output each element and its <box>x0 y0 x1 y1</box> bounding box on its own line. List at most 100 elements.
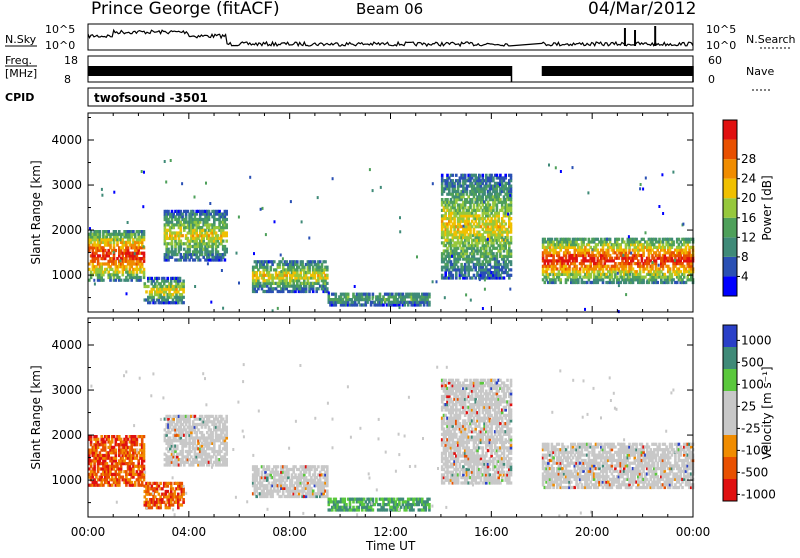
rti-cell <box>555 166 557 169</box>
rti-cell <box>510 222 513 225</box>
rti-cell <box>587 191 589 194</box>
rti-cell <box>560 170 562 173</box>
rti-cell <box>97 438 100 441</box>
y-tick-label: 3000 <box>51 178 82 192</box>
rti-cell <box>205 248 207 251</box>
rti-cell <box>181 182 183 185</box>
date-title: 04/Mar/2012 <box>588 0 696 19</box>
rti-cell <box>510 212 513 215</box>
rti-cell <box>326 274 329 277</box>
rti-cell <box>497 212 500 215</box>
rti-cell <box>181 234 184 237</box>
nsky-panel-frame <box>88 24 693 50</box>
rti-cell <box>494 257 496 260</box>
rti-cell <box>194 285 196 288</box>
rti-cell <box>672 171 674 174</box>
rti-cell <box>652 261 654 264</box>
rti-cell <box>510 260 513 263</box>
rti-cell <box>94 283 96 286</box>
rti-cell <box>265 233 267 236</box>
rti-cell <box>368 293 371 296</box>
rti-cell <box>499 183 501 186</box>
rti-cell <box>640 183 642 186</box>
rti-cell <box>464 174 467 177</box>
rti-cell <box>483 200 485 203</box>
rti-cell <box>629 273 631 276</box>
rti-cell <box>290 200 292 203</box>
rti-cell <box>282 257 284 260</box>
rti-cell <box>510 268 513 271</box>
rti-cell <box>222 240 225 243</box>
rti-cell <box>369 168 371 171</box>
rti-cell <box>143 465 146 468</box>
rti-cell <box>225 240 228 243</box>
rti-cell <box>416 255 418 258</box>
rti-cell <box>179 277 182 280</box>
rti-cell <box>510 249 513 252</box>
rti-cell <box>645 231 647 234</box>
rti-cell <box>260 208 262 211</box>
rti-cell <box>372 293 375 296</box>
station-title: Prince George (fitACF) <box>91 0 280 19</box>
rti-cell <box>99 230 102 233</box>
rti-cell <box>170 482 173 485</box>
rti-cell <box>328 291 330 294</box>
rti-cell <box>347 293 350 296</box>
rti-cell <box>326 266 329 269</box>
rti-cell <box>372 297 374 300</box>
rti-cell <box>507 213 509 216</box>
rti-cell <box>326 287 329 290</box>
nave-label: Nave <box>746 65 774 78</box>
rti-cell <box>661 173 663 176</box>
rti-cell <box>113 251 115 254</box>
nsearch-label: N.Search <box>746 33 796 46</box>
rti-cell <box>575 265 578 268</box>
rti-cell <box>326 282 329 285</box>
rti-cell <box>317 196 319 199</box>
rti-cell <box>639 187 641 190</box>
rti-cell <box>170 159 172 162</box>
rti-cell <box>584 308 586 311</box>
nsky-tick-bottom: 10^0 <box>45 39 75 52</box>
rti-cell <box>236 252 238 255</box>
rti-cell <box>625 293 627 296</box>
rti-cell <box>162 280 164 283</box>
rti-cell <box>134 252 136 255</box>
rti-cell <box>484 278 486 281</box>
rti-cell <box>182 301 185 304</box>
rti-cell <box>115 249 118 252</box>
rti-cell <box>143 435 146 438</box>
rti-cell <box>147 285 150 288</box>
rti-cell <box>143 171 145 174</box>
rti-cell <box>210 301 212 304</box>
rti-cell <box>143 252 146 255</box>
rti-cell <box>618 238 621 241</box>
rti-cell <box>432 280 434 283</box>
rti-cell <box>280 270 282 273</box>
rti-cell <box>113 191 115 194</box>
rti-cell <box>301 220 303 223</box>
rti-cell <box>115 449 118 452</box>
rti-cell <box>436 280 438 283</box>
rti-cell <box>209 202 211 205</box>
rti-cell <box>441 174 444 177</box>
rti-cell <box>444 296 446 299</box>
rti-cell <box>166 277 169 280</box>
y-tick-label: 1000 <box>51 268 82 282</box>
rti-cell <box>592 248 594 251</box>
rti-cell <box>662 212 664 215</box>
rti-cell <box>487 238 489 241</box>
rti-cell <box>510 274 513 277</box>
rti-cell <box>262 207 264 210</box>
rti-cell <box>143 443 146 446</box>
rti-cell <box>628 235 630 238</box>
rti-cell <box>482 307 484 310</box>
rti-cell <box>470 299 472 302</box>
rti-cell <box>181 482 184 485</box>
rti-cell <box>465 293 467 296</box>
beam-title: Beam 06 <box>356 0 423 18</box>
rti-cell <box>354 285 356 288</box>
